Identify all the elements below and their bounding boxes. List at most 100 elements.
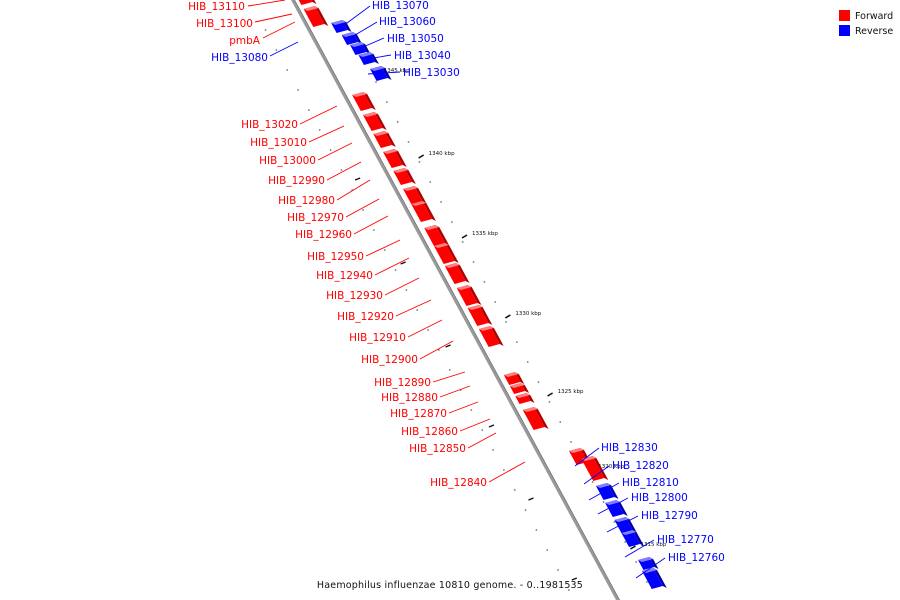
gene-label-hib_12890[interactable]: HIB_12890: [374, 377, 431, 389]
gene-label-hib_12860[interactable]: HIB_12860: [401, 426, 458, 438]
gene-label-hib_12880[interactable]: HIB_12880: [381, 392, 438, 404]
gene-label-hib_12920[interactable]: HIB_12920: [337, 311, 394, 323]
gene-block-hib_12910[interactable]: [467, 305, 493, 326]
minor-tick-dot: [448, 369, 451, 371]
gene-block-hib_12920[interactable]: [456, 285, 482, 306]
gene-label-hib_13110[interactable]: HIB_13110: [188, 1, 245, 13]
gene-label-hib_13100[interactable]: HIB_13100: [196, 18, 253, 30]
gene-block-hib_13100[interactable]: [303, 6, 329, 27]
gene-block-hib_12820[interactable]: [605, 500, 628, 517]
gene-label-hib_12800[interactable]: HIB_12800: [631, 492, 688, 504]
minor-tick-dot: [396, 121, 399, 123]
gene-top: [515, 393, 531, 398]
leader-line-hib_13060: [349, 21, 378, 39]
gene-block-hib_12980[interactable]: [393, 168, 416, 185]
gene-block-hib_12960[interactable]: [411, 201, 436, 222]
gene-label-hib_12940[interactable]: HIB_12940: [316, 270, 373, 282]
minor-tick-dot: [383, 249, 386, 251]
gene-block-hib_12950[interactable]: [424, 225, 449, 246]
gene-label-hib_13080[interactable]: HIB_13080: [211, 52, 268, 64]
gene-label-hib_12760[interactable]: HIB_12760: [668, 552, 725, 564]
gene-top: [433, 243, 449, 248]
gene-label-hib_13030[interactable]: HIB_13030: [403, 67, 460, 79]
gene-block-hib_12790[interactable]: [638, 557, 659, 570]
gene-label-hib_12810[interactable]: HIB_12810: [622, 477, 679, 489]
kbp-tick-label: 1340 kbp: [429, 151, 455, 157]
gene-side: [404, 168, 416, 184]
kbp-tick-label: 1315 kbp: [640, 542, 666, 548]
gene-block-hib_12890[interactable]: [503, 372, 525, 385]
legend-label-reverse: Reverse: [855, 26, 893, 37]
gene-top: [581, 456, 597, 461]
minor-tick-dot: [494, 301, 497, 303]
minor-tick-dot: [635, 561, 637, 563]
gene-block-hib_12830[interactable]: [595, 483, 619, 500]
minor-tick-dot: [524, 509, 527, 511]
gene-label-hib_13070[interactable]: HIB_13070: [372, 0, 429, 12]
gene-block-hib_12870[interactable]: [515, 393, 535, 404]
gene-side: [533, 407, 549, 429]
gene-label-hib_13060[interactable]: HIB_13060: [379, 16, 436, 28]
gene-top: [303, 6, 319, 11]
minor-tick-dot: [440, 201, 442, 203]
gene-block-hib_12900[interactable]: [478, 326, 504, 347]
gene-label-hib_12990[interactable]: HIB_12990: [268, 175, 325, 187]
gene-label-pmba[interactable]: pmbA: [229, 35, 261, 47]
gene-block-hib_13070[interactable]: [331, 20, 352, 33]
gene-label-hib_13020[interactable]: HIB_13020: [241, 119, 298, 131]
gene-label-hib_12820[interactable]: HIB_12820: [612, 460, 669, 472]
gene-block-hib_13020[interactable]: [352, 92, 376, 111]
minor-tick-dot: [567, 589, 570, 591]
legend-swatch-reverse: [839, 25, 850, 36]
gene-label-hib_13010[interactable]: HIB_13010: [250, 137, 307, 149]
gene-block-hib_12990[interactable]: [383, 149, 407, 168]
legend-swatch-forward: [839, 10, 850, 21]
gene-label-hib_12770[interactable]: HIB_12770: [657, 534, 714, 546]
gene-label-hib_12870[interactable]: HIB_12870: [390, 408, 447, 420]
gene-top: [509, 383, 525, 388]
gene-block-hib_12970[interactable]: [403, 186, 427, 205]
minor-tick-dot: [502, 469, 505, 471]
gene-block-hib_12860[interactable]: [522, 407, 549, 430]
gene-label-hib_12830[interactable]: HIB_12830: [601, 442, 658, 454]
gene-label-hib_13050[interactable]: HIB_13050: [387, 33, 444, 45]
gene-label-hib_12900[interactable]: HIB_12900: [361, 354, 418, 366]
axis-line: [291, 0, 620, 600]
leader-line-hib_12830: [574, 447, 600, 467]
minor-tick-dot: [275, 49, 278, 51]
gene-block-hib_13010[interactable]: [363, 112, 387, 131]
gene-block-hib_12930[interactable]: [444, 263, 470, 284]
gene-top: [370, 66, 386, 71]
gene-block-hib_12940[interactable]: [433, 243, 459, 264]
gene-label-hib_12910[interactable]: HIB_12910: [349, 332, 406, 344]
gene-block-hib_12880[interactable]: [509, 383, 530, 394]
kbp-tick-label: 1330 kbp: [515, 311, 541, 317]
gene-block-hib_13040[interactable]: [358, 52, 379, 65]
gene-block-hib_13050[interactable]: [350, 42, 371, 55]
genome-caption: Haemophilus influenzae 10810 genome. - 0…: [317, 580, 583, 591]
kbp-minor-mark: [445, 344, 451, 348]
gene-block-hib_12800[interactable]: [621, 530, 645, 547]
gene-top: [605, 500, 621, 505]
gene-label-hib_13040[interactable]: HIB_13040: [394, 50, 451, 62]
minor-tick-dot: [375, 81, 377, 83]
gene-label-hib_13000[interactable]: HIB_13000: [259, 155, 316, 167]
gene-label-hib_12850[interactable]: HIB_12850: [409, 443, 466, 455]
gene-label-hib_12930[interactable]: HIB_12930: [326, 290, 383, 302]
gene-side: [414, 186, 427, 204]
minor-tick-dot: [483, 281, 486, 283]
gene-label-hib_12950[interactable]: HIB_12950: [307, 251, 364, 263]
gene-block-hib_13000[interactable]: [373, 131, 396, 148]
gene-label-hib_12840[interactable]: HIB_12840: [430, 477, 487, 489]
gene-label-hib_12970[interactable]: HIB_12970: [287, 212, 344, 224]
legend-label-forward: Forward: [855, 11, 893, 22]
gene-block-hib_12840[interactable]: [581, 456, 609, 481]
gene-label-hib_12960[interactable]: HIB_12960: [295, 229, 352, 241]
gene-label-hib_12790[interactable]: HIB_12790: [641, 510, 698, 522]
gene-block-hib_13110[interactable]: [293, 0, 317, 5]
gene-label-hib_12980[interactable]: HIB_12980: [278, 195, 335, 207]
gene-face: [424, 225, 445, 246]
gene-side: [422, 201, 436, 221]
gene-side: [384, 131, 396, 147]
